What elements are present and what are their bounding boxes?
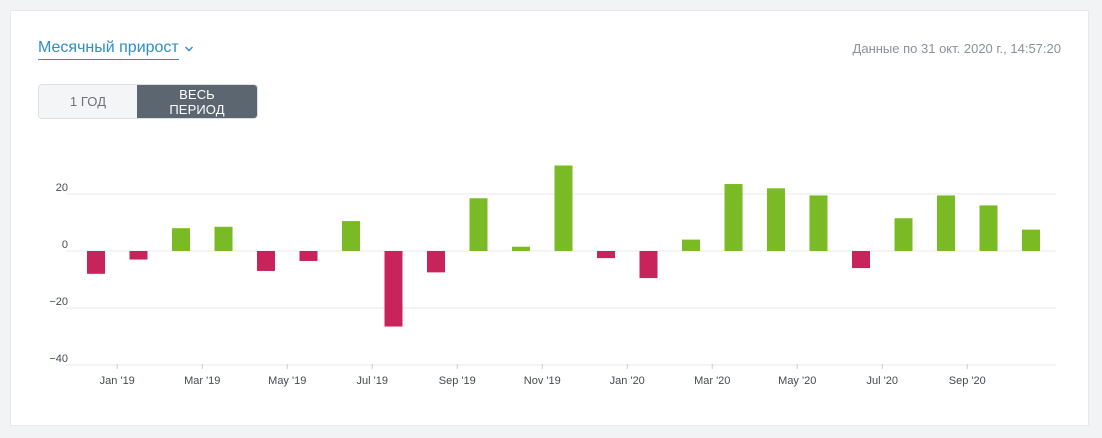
x-tick-label: Nov '19 [524, 375, 561, 387]
data-timestamp: Данные по 31 окт. 2020 г., 14:57:20 [852, 41, 1061, 56]
bar [809, 195, 828, 251]
x-tick-label: Jul '20 [867, 375, 898, 387]
bar [767, 188, 785, 251]
bar [852, 251, 870, 269]
x-tick-label: Sep '20 [949, 375, 986, 387]
y-tick-label: 0 [62, 239, 68, 251]
chevron-down-icon[interactable] [184, 44, 194, 54]
y-tick-label: −20 [49, 296, 68, 308]
metric-selector[interactable]: Месячный прирост [38, 38, 194, 60]
bar [427, 251, 445, 273]
bar [894, 218, 913, 251]
x-tick-label: Sep '19 [439, 375, 476, 387]
bar [257, 251, 275, 271]
bar [87, 251, 105, 274]
x-tick-label: May '19 [268, 375, 306, 387]
bar [1022, 229, 1040, 251]
bar [682, 239, 700, 251]
bar [937, 195, 955, 251]
bar [342, 221, 360, 251]
metric-title[interactable]: Месячный прирост [38, 38, 179, 60]
x-tick-label: Mar '19 [184, 375, 220, 387]
bar [384, 251, 403, 327]
bar [597, 251, 615, 259]
y-tick-label: 20 [56, 182, 68, 194]
chart-card: Месячный прирост Данные по 31 окт. 2020 … [10, 10, 1089, 426]
bar [979, 205, 998, 251]
period-toggle: 1 ГОД ВЕСЬ ПЕРИОД [38, 84, 258, 119]
bar-chart: 20 0 −20 −40 Jan '19 Mar '19 May '19 Jul '19 Sep… [49, 165, 1056, 387]
period-button-all-time[interactable]: ВЕСЬ ПЕРИОД [137, 85, 257, 118]
y-tick-label: −40 [49, 353, 68, 365]
period-button-1-year[interactable]: 1 ГОД [39, 85, 137, 118]
bar [724, 184, 743, 251]
bar [214, 226, 233, 251]
x-tick-label: Jan '20 [610, 375, 645, 387]
x-tick-label: Jan '19 [100, 375, 135, 387]
bar [512, 246, 530, 251]
x-tick-label: Mar '20 [694, 375, 730, 387]
bar [469, 198, 488, 251]
x-tick-label: May '20 [778, 375, 816, 387]
bar [172, 228, 190, 251]
bar [639, 251, 658, 279]
bar [129, 251, 148, 260]
x-tick-label: Jul '19 [357, 375, 388, 387]
bar [299, 251, 318, 261]
bar [554, 165, 573, 251]
